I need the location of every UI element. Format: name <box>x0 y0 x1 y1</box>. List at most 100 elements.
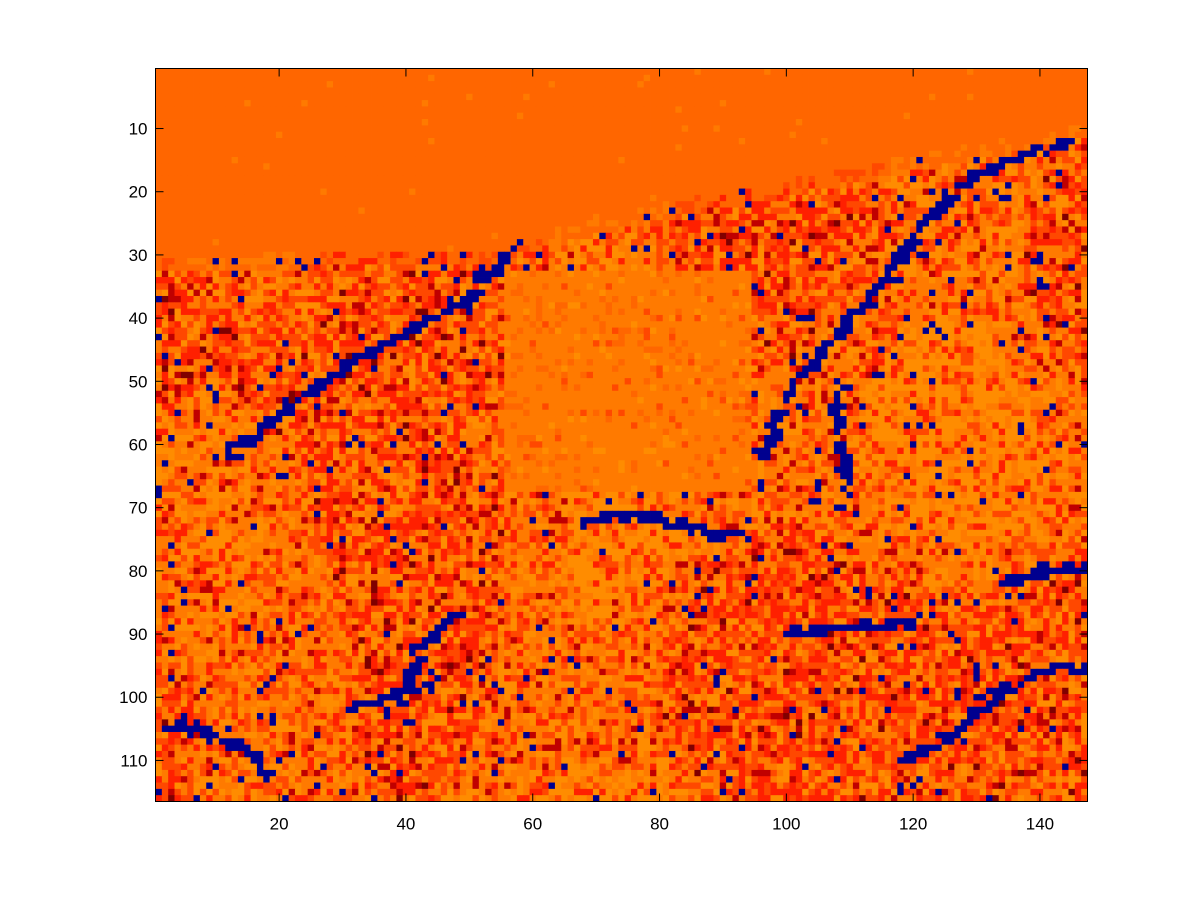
heatmap-cell <box>282 93 290 101</box>
heatmap-cell <box>871 251 879 259</box>
heatmap-cell <box>694 226 702 234</box>
heatmap-cell <box>719 175 727 183</box>
heatmap-cell <box>472 258 480 265</box>
heatmap-cell <box>409 258 416 265</box>
heatmap-cell <box>390 81 397 88</box>
heatmap-cell <box>314 213 321 221</box>
heatmap-cell <box>954 156 962 164</box>
heatmap-cell <box>675 169 683 177</box>
heatmap-cell <box>421 119 429 126</box>
heatmap-cell <box>314 125 321 133</box>
heatmap-cell <box>827 131 835 139</box>
heatmap-cell <box>237 188 245 196</box>
heatmap-cell <box>852 270 860 278</box>
heatmap-cell <box>180 270 188 278</box>
heatmap-cell <box>155 131 163 139</box>
heatmap-cell <box>884 201 892 208</box>
heatmap-cell <box>643 232 651 240</box>
heatmap-cell <box>371 150 378 158</box>
heatmap-cell <box>504 131 511 139</box>
heatmap-cell <box>580 138 588 145</box>
heatmap-cell <box>237 245 245 253</box>
heatmap-cell <box>497 277 505 284</box>
heatmap-cell <box>168 270 175 278</box>
heatmap-cell <box>1081 138 1088 145</box>
heatmap-cell <box>180 251 188 259</box>
heatmap-cell <box>694 81 702 88</box>
heatmap-cell <box>707 220 714 227</box>
heatmap-cell <box>491 144 499 152</box>
heatmap-cell <box>897 138 905 145</box>
heatmap-cell <box>852 201 860 208</box>
heatmap-cell <box>586 150 594 158</box>
heatmap-cell <box>1081 239 1088 246</box>
heatmap-cell <box>491 213 499 221</box>
heatmap-cell <box>206 226 213 234</box>
heatmap-cell <box>244 138 251 145</box>
heatmap-cell <box>795 258 803 265</box>
heatmap-cell <box>694 207 702 215</box>
heatmap-cell <box>199 156 207 164</box>
heatmap-cell <box>973 74 981 82</box>
heatmap-cell <box>453 131 461 139</box>
heatmap-cell <box>618 93 626 101</box>
heatmap-cell <box>599 258 607 265</box>
heatmap-cell <box>726 138 733 145</box>
heatmap-cell <box>256 81 264 88</box>
heatmap-cell <box>814 100 822 107</box>
heatmap-cell <box>878 119 886 126</box>
heatmap-cell <box>751 100 759 107</box>
heatmap-cell <box>821 226 828 234</box>
heatmap-cell <box>440 251 448 259</box>
heatmap-cell <box>326 87 334 95</box>
heatmap-cell <box>757 87 765 95</box>
heatmap-cell <box>1024 258 1031 265</box>
heatmap-cell <box>764 106 771 114</box>
heatmap-cell <box>859 220 866 227</box>
heatmap-cell <box>960 213 968 221</box>
heatmap-cell <box>339 175 347 183</box>
heatmap-cell <box>732 156 740 164</box>
heatmap-cell <box>998 245 1006 253</box>
heatmap-cell <box>187 156 194 164</box>
heatmap-cell <box>662 100 670 107</box>
heatmap-cell <box>187 258 194 265</box>
heatmap-cell <box>967 194 974 202</box>
heatmap-cell <box>713 119 721 126</box>
heatmap-cell <box>1024 220 1031 227</box>
heatmap-cell <box>719 100 727 107</box>
heatmap-cell <box>561 264 569 272</box>
heatmap-cell <box>440 81 448 88</box>
heatmap-cell <box>973 232 981 240</box>
heatmap-cell <box>897 169 905 177</box>
heatmap-cell <box>611 175 619 183</box>
heatmap-cell <box>447 68 454 76</box>
heatmap-cell <box>168 156 175 164</box>
heatmap-cell <box>599 169 607 177</box>
heatmap-cell <box>548 245 556 253</box>
heatmap-cell <box>275 277 283 284</box>
heatmap-cell <box>637 119 645 126</box>
heatmap-cell <box>618 245 626 253</box>
heatmap-cell <box>225 226 232 234</box>
heatmap-cell <box>428 270 435 278</box>
heatmap-cell <box>694 163 702 170</box>
heatmap-cell <box>301 87 309 95</box>
heatmap-cell <box>789 201 797 208</box>
heatmap-cell <box>1055 144 1063 152</box>
heatmap-cell <box>688 156 695 164</box>
heatmap-cell <box>396 245 404 253</box>
heatmap-cell <box>301 100 309 107</box>
heatmap-cell <box>371 245 378 253</box>
heatmap-cell <box>504 232 511 240</box>
heatmap-cell <box>548 232 556 240</box>
heatmap-cell <box>909 194 917 202</box>
heatmap-cell <box>941 239 949 246</box>
heatmap-cell <box>472 182 480 189</box>
heatmap-cell <box>929 226 936 234</box>
heatmap-cell <box>301 156 309 164</box>
heatmap-cell <box>745 93 752 101</box>
heatmap-cell <box>605 277 613 284</box>
heatmap-cell <box>161 138 169 145</box>
heatmap-cell <box>611 232 619 240</box>
